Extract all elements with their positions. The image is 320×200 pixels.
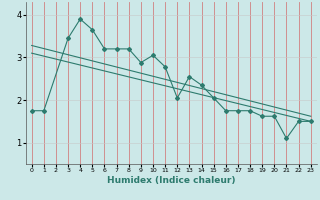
X-axis label: Humidex (Indice chaleur): Humidex (Indice chaleur) — [107, 176, 236, 185]
